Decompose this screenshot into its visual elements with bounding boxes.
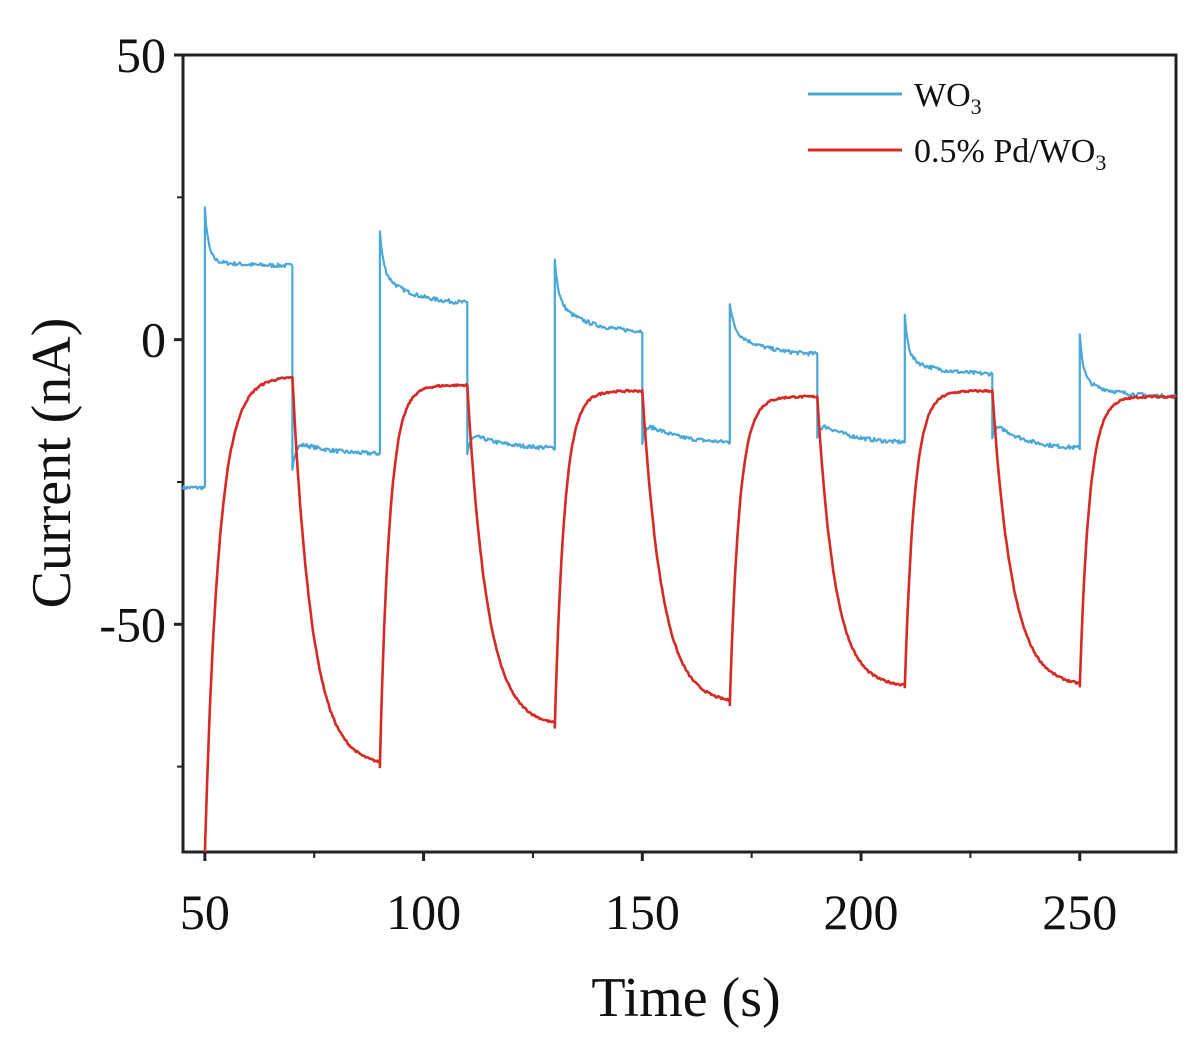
y-tick-label--50: -50 <box>99 596 166 652</box>
tick-layer: 50 100 150 200 250 50 0 -50 <box>99 27 1117 940</box>
series-line-pd-wo3 <box>203 375 1177 853</box>
series-layer <box>181 206 1177 853</box>
y-tick-label-50: 50 <box>116 27 166 83</box>
y-axis-title: Current (nA) <box>21 318 83 609</box>
legend: WO3 0.5% Pd/WO3 <box>808 77 1106 175</box>
x-axis-title: Time (s) <box>591 967 780 1029</box>
x-tick-label-150: 150 <box>605 884 680 940</box>
x-tick-label-50: 50 <box>180 884 230 940</box>
legend-label-wo3: WO3 <box>914 77 982 119</box>
x-tick-label-100: 100 <box>386 884 461 940</box>
x-tick-label-200: 200 <box>824 884 899 940</box>
y-tick-label-0: 0 <box>141 312 166 368</box>
legend-label-pd-wo3: 0.5% Pd/WO3 <box>914 133 1106 175</box>
series-line-wo3 <box>181 206 1177 491</box>
x-tick-label-250: 250 <box>1042 884 1117 940</box>
plot-frame <box>181 53 1178 854</box>
